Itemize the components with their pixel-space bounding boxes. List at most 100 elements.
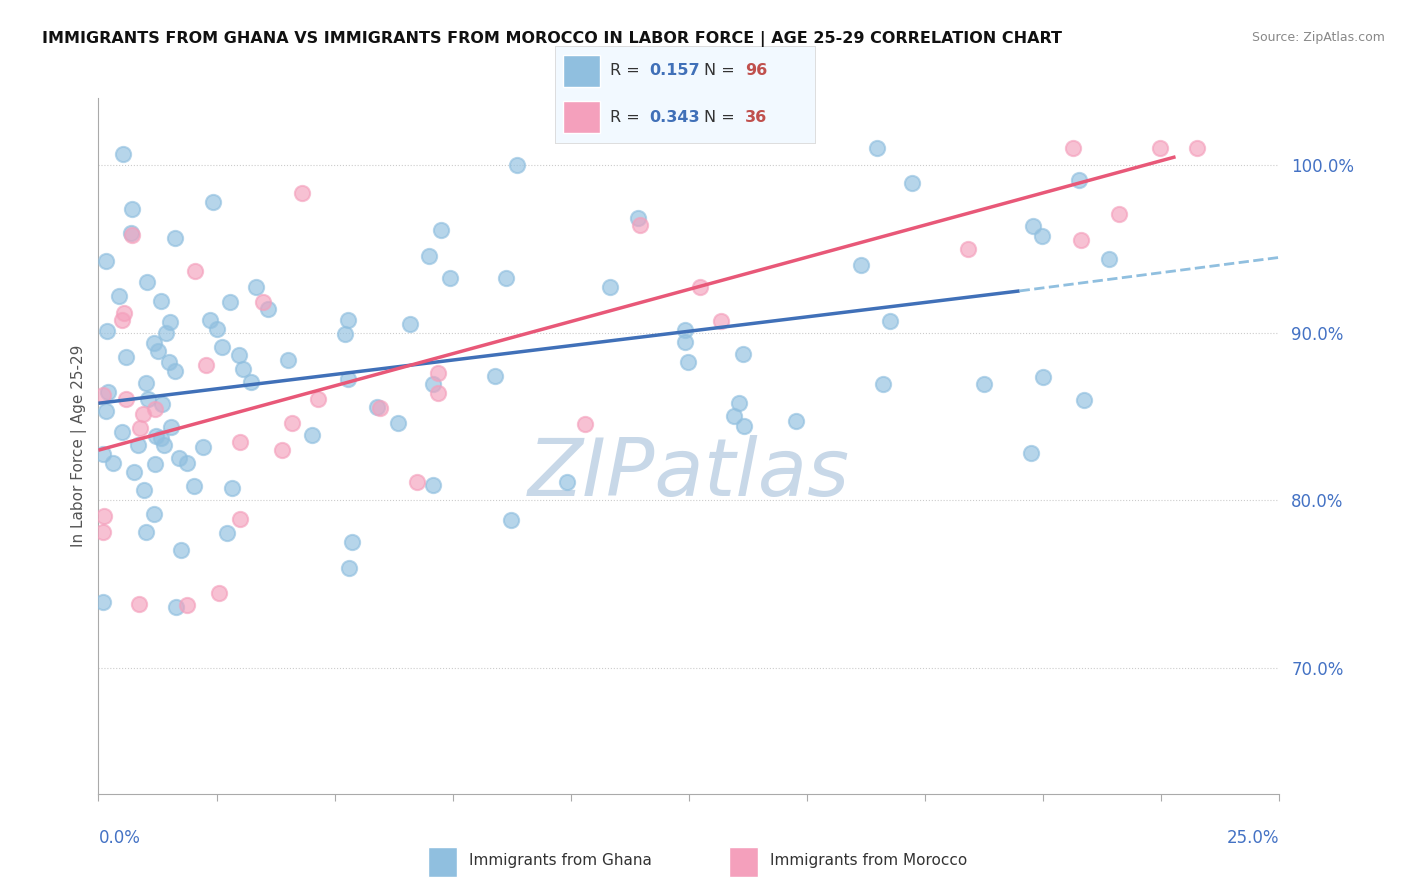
Point bbox=[1108, 207, 1130, 221]
Point bbox=[710, 314, 733, 328]
Point bbox=[427, 385, 450, 400]
Point bbox=[97, 385, 120, 400]
Bar bbox=[728, 847, 758, 877]
Point bbox=[866, 141, 889, 155]
Point bbox=[205, 322, 228, 336]
Point bbox=[145, 401, 167, 416]
Point bbox=[368, 401, 391, 416]
Point bbox=[256, 301, 278, 316]
Point bbox=[733, 418, 755, 433]
Point bbox=[245, 279, 267, 293]
Point bbox=[121, 227, 143, 242]
Point bbox=[336, 313, 359, 327]
Text: 0.0%: 0.0% bbox=[98, 829, 141, 847]
Point bbox=[901, 176, 924, 190]
Point bbox=[506, 158, 529, 172]
Point bbox=[208, 586, 231, 600]
Point bbox=[135, 275, 157, 289]
Point bbox=[219, 295, 242, 310]
Point bbox=[112, 147, 135, 161]
Point bbox=[221, 481, 243, 495]
Point bbox=[277, 353, 299, 368]
Point bbox=[111, 313, 134, 327]
Point bbox=[1149, 141, 1171, 155]
Point bbox=[1021, 445, 1043, 459]
Point bbox=[145, 428, 167, 442]
Point bbox=[422, 376, 444, 391]
Point bbox=[91, 525, 114, 540]
Point bbox=[337, 372, 360, 386]
Point bbox=[627, 211, 650, 226]
Point bbox=[91, 388, 114, 402]
Point bbox=[198, 313, 221, 327]
Point bbox=[165, 599, 187, 614]
Point bbox=[271, 442, 294, 457]
Point bbox=[115, 392, 138, 407]
Point bbox=[418, 249, 440, 263]
Point bbox=[120, 226, 142, 240]
Point bbox=[128, 597, 150, 611]
Point bbox=[495, 270, 517, 285]
Text: Immigrants from Ghana: Immigrants from Ghana bbox=[470, 854, 652, 868]
Point bbox=[291, 186, 314, 200]
Point bbox=[973, 376, 995, 391]
Text: Immigrants from Morocco: Immigrants from Morocco bbox=[770, 854, 967, 868]
Text: R =: R = bbox=[610, 110, 645, 125]
Point bbox=[91, 595, 114, 609]
Point bbox=[366, 400, 388, 414]
Point bbox=[851, 258, 873, 272]
Text: N =: N = bbox=[703, 63, 740, 78]
Point bbox=[1070, 233, 1092, 247]
Point bbox=[733, 347, 755, 361]
Point bbox=[439, 270, 461, 285]
Point bbox=[1098, 252, 1121, 266]
Text: Source: ZipAtlas.com: Source: ZipAtlas.com bbox=[1251, 31, 1385, 45]
Text: 36: 36 bbox=[745, 110, 768, 125]
Point bbox=[957, 243, 980, 257]
Point bbox=[167, 450, 190, 465]
Point bbox=[337, 561, 360, 575]
Bar bbox=[564, 55, 599, 87]
Bar bbox=[564, 102, 599, 133]
Point bbox=[153, 438, 176, 452]
Point bbox=[1062, 141, 1084, 155]
Point bbox=[228, 348, 250, 362]
Point bbox=[93, 509, 115, 524]
Point bbox=[387, 416, 409, 430]
Point bbox=[184, 264, 207, 278]
Point bbox=[96, 254, 118, 268]
Point bbox=[232, 361, 254, 376]
Text: N =: N = bbox=[703, 110, 740, 125]
Text: 25.0%: 25.0% bbox=[1227, 829, 1279, 847]
Point bbox=[108, 288, 131, 302]
Point bbox=[499, 513, 522, 527]
Text: IMMIGRANTS FROM GHANA VS IMMIGRANTS FROM MOROCCO IN LABOR FORCE | AGE 25-29 CORR: IMMIGRANTS FROM GHANA VS IMMIGRANTS FROM… bbox=[42, 31, 1062, 47]
Point bbox=[94, 403, 117, 417]
Point bbox=[121, 202, 143, 216]
Point bbox=[135, 376, 157, 391]
Point bbox=[727, 395, 749, 409]
Point bbox=[176, 456, 198, 470]
Point bbox=[202, 195, 225, 210]
Point bbox=[229, 512, 252, 526]
Point bbox=[195, 358, 218, 372]
Point bbox=[252, 294, 274, 309]
Point bbox=[159, 314, 181, 328]
Point bbox=[96, 324, 118, 338]
Point bbox=[142, 336, 165, 351]
Point bbox=[150, 431, 173, 445]
Point bbox=[333, 326, 356, 341]
Y-axis label: In Labor Force | Age 25-29: In Labor Force | Age 25-29 bbox=[72, 345, 87, 547]
Point bbox=[673, 334, 696, 349]
Point bbox=[159, 420, 181, 434]
Point bbox=[228, 435, 250, 450]
Point bbox=[191, 440, 214, 454]
Point bbox=[176, 598, 198, 612]
Point bbox=[429, 223, 451, 237]
Point bbox=[1031, 229, 1053, 244]
Point bbox=[280, 416, 302, 430]
Point bbox=[129, 421, 152, 435]
Point bbox=[132, 483, 155, 497]
Point bbox=[215, 526, 238, 541]
Point bbox=[785, 414, 807, 428]
